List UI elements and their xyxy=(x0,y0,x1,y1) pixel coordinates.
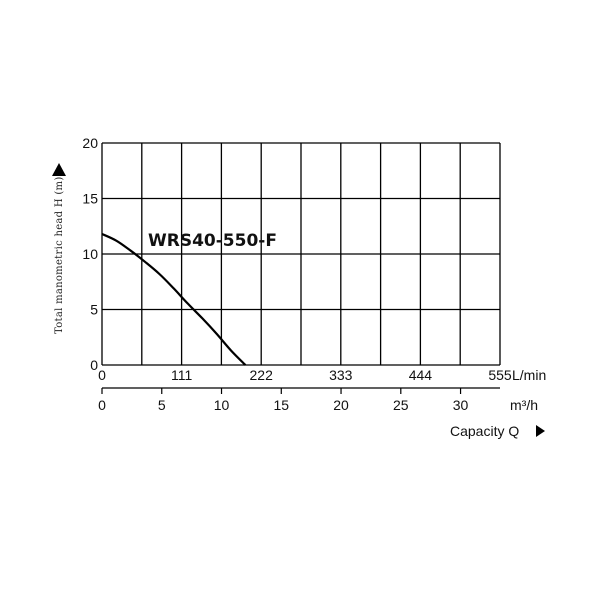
x-axis-label: Capacity Q xyxy=(450,423,519,439)
x-axis-arrow-icon xyxy=(536,425,545,437)
x-tick-label-m3h: 25 xyxy=(393,397,409,413)
y-tick-label: 10 xyxy=(82,246,98,262)
y-axis-label: Total manometric head H (m) xyxy=(54,176,65,334)
x-unit-lmin: L/min xyxy=(512,367,546,383)
pump-curve-line xyxy=(101,232,247,366)
y-tick-label: 5 xyxy=(90,302,98,318)
x-tick-label-m3h: 20 xyxy=(333,397,349,413)
y-tick-labels: 0 5 10 15 20 xyxy=(82,135,98,373)
y-tick-label: 20 xyxy=(82,135,98,151)
x-tick-label-m3h: 30 xyxy=(453,397,469,413)
x-tick-label-m3h: 0 xyxy=(98,397,106,413)
y-axis-arrow-icon xyxy=(52,163,66,176)
x-tick-labels-m3h: 0 5 10 15 20 25 30 xyxy=(98,387,500,413)
y-tick-label: 0 xyxy=(90,357,98,373)
x-tick-label-lmin: 333 xyxy=(329,367,353,383)
x-tick-label-m3h: 5 xyxy=(158,397,166,413)
chart-grid xyxy=(101,142,501,366)
x-tick-label-m3h: 15 xyxy=(273,397,289,413)
x-tick-label-lmin: 555 xyxy=(488,367,512,383)
x-tick-labels-lmin: 0 111 222 333 444 555 xyxy=(98,367,512,383)
model-label: WRS40-550-F xyxy=(148,231,277,251)
x-tick-label-m3h: 10 xyxy=(214,397,230,413)
y-tick-label: 15 xyxy=(82,191,98,207)
x-tick-label-lmin: 222 xyxy=(250,367,274,383)
x-tick-label-lmin: 111 xyxy=(171,367,192,383)
x-tick-label-lmin: 444 xyxy=(409,367,433,383)
x-tick-label-lmin: 0 xyxy=(98,367,106,383)
x-unit-m3h: m³/h xyxy=(510,397,538,413)
